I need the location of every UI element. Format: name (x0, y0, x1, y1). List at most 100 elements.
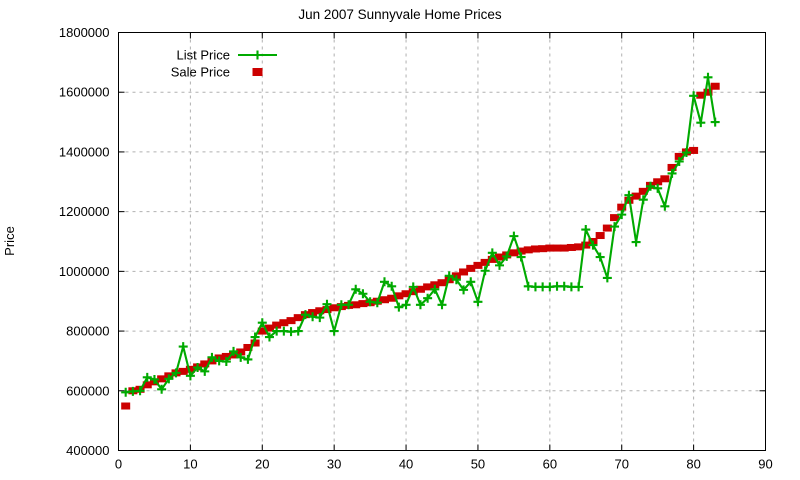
sale-price-marker (466, 264, 476, 272)
sale-price-marker (387, 294, 397, 302)
sale-price-marker (272, 321, 282, 329)
sale-price-marker (473, 261, 483, 269)
x-axis-ticks: 0 10 20 30 40 50 60 70 80 90 (115, 32, 773, 472)
sale-price-marker (329, 304, 339, 312)
list-price-marker (257, 318, 267, 328)
list-price-marker (645, 181, 655, 191)
list-price-marker (401, 300, 411, 310)
legend-label-sale-price: Sale Price (171, 65, 230, 80)
sale-price-marker (236, 348, 246, 356)
sale-price-marker (660, 175, 670, 183)
sale-price-marker (286, 317, 296, 325)
y-tick-label: 600000 (66, 383, 109, 398)
sale-price-marker (157, 375, 167, 383)
sale-price-marker (279, 319, 289, 327)
y-tick-label: 1800000 (59, 25, 110, 40)
y-tick-label: 1000000 (59, 264, 110, 279)
sale-price-marker (602, 224, 612, 232)
sale-price-marker (509, 249, 519, 257)
x-tick-label: 10 (183, 457, 197, 472)
list-price-marker (185, 371, 195, 381)
list-price-marker (660, 201, 670, 211)
chart-legend: List Price Sale Price (171, 48, 277, 80)
series-list-price (121, 72, 720, 397)
list-price-marker (408, 282, 418, 292)
sale-price-marker (408, 288, 418, 296)
list-price-marker (459, 285, 469, 295)
list-price-marker (135, 386, 145, 396)
list-price-marker (502, 251, 512, 261)
sale-price-marker (667, 163, 677, 171)
list-price-marker (300, 310, 310, 320)
sale-price-marker (516, 247, 526, 255)
list-price-marker (667, 168, 677, 178)
sale-price-marker (264, 324, 274, 332)
sale-price-marker (142, 381, 152, 389)
list-price-marker (200, 366, 210, 376)
x-tick-label: 80 (686, 457, 700, 472)
list-price-marker (379, 277, 389, 287)
x-tick-label: 20 (255, 457, 269, 472)
y-tick-label: 400000 (66, 443, 109, 458)
sale-price-marker (631, 192, 641, 200)
list-price-marker (674, 156, 684, 166)
list-price-marker (315, 313, 325, 323)
list-price-marker (415, 300, 425, 310)
list-price-marker (516, 252, 526, 262)
list-price-marker (207, 352, 217, 362)
list-price-marker (617, 210, 627, 220)
sale-price-marker (200, 360, 210, 368)
chart-title: Jun 2007 Sunnyvale Home Prices (298, 7, 502, 22)
list-price-marker (430, 284, 440, 294)
list-price-marker (193, 362, 203, 372)
list-price-marker (387, 281, 397, 291)
sale-price-marker (293, 314, 303, 322)
list-price-marker (437, 300, 447, 310)
list-price-marker (164, 374, 174, 384)
x-tick-label: 40 (399, 457, 413, 472)
list-price-marker (595, 252, 605, 262)
sale-price-marker (358, 300, 368, 308)
sale-price-marker (394, 292, 404, 300)
list-price-marker (149, 374, 159, 384)
sale-price-marker (221, 352, 231, 360)
sale-price-marker (257, 327, 267, 335)
sale-price-marker (653, 178, 663, 186)
sale-price-marker (121, 402, 131, 410)
list-price-marker (610, 222, 620, 232)
list-price-marker (236, 352, 246, 362)
x-tick-label: 50 (471, 457, 485, 472)
list-price-marker (171, 368, 181, 378)
list-price-marker (466, 277, 476, 287)
list-price-marker (574, 282, 584, 292)
sale-price-marker (401, 290, 411, 298)
list-price-marker (638, 195, 648, 205)
sale-price-marker (581, 241, 591, 249)
sale-price-marker (566, 243, 576, 251)
list-price-marker (157, 384, 167, 394)
list-price-marker (689, 91, 699, 101)
y-axis-label: Price (2, 226, 17, 256)
sale-price-marker (250, 339, 260, 347)
sale-price-marker (545, 244, 555, 252)
list-price-marker (631, 237, 641, 247)
list-price-marker (509, 231, 519, 241)
sale-price-marker (574, 243, 584, 251)
list-price-marker (451, 275, 461, 285)
y-tick-label: 1600000 (59, 85, 110, 100)
list-price-marker (487, 248, 497, 258)
sale-price-marker (595, 232, 605, 240)
sale-price-marker (459, 268, 469, 276)
x-tick-label: 90 (758, 457, 772, 472)
sale-price-marker (638, 187, 648, 195)
list-price-marker (653, 183, 663, 193)
sale-price-marker (610, 214, 620, 222)
list-price-marker (322, 299, 332, 309)
list-price-marker (581, 225, 591, 235)
sale-price-marker (674, 152, 684, 160)
sale-price-marker (552, 244, 562, 252)
sale-price-marker (530, 245, 540, 253)
sale-price-marker (523, 246, 533, 254)
